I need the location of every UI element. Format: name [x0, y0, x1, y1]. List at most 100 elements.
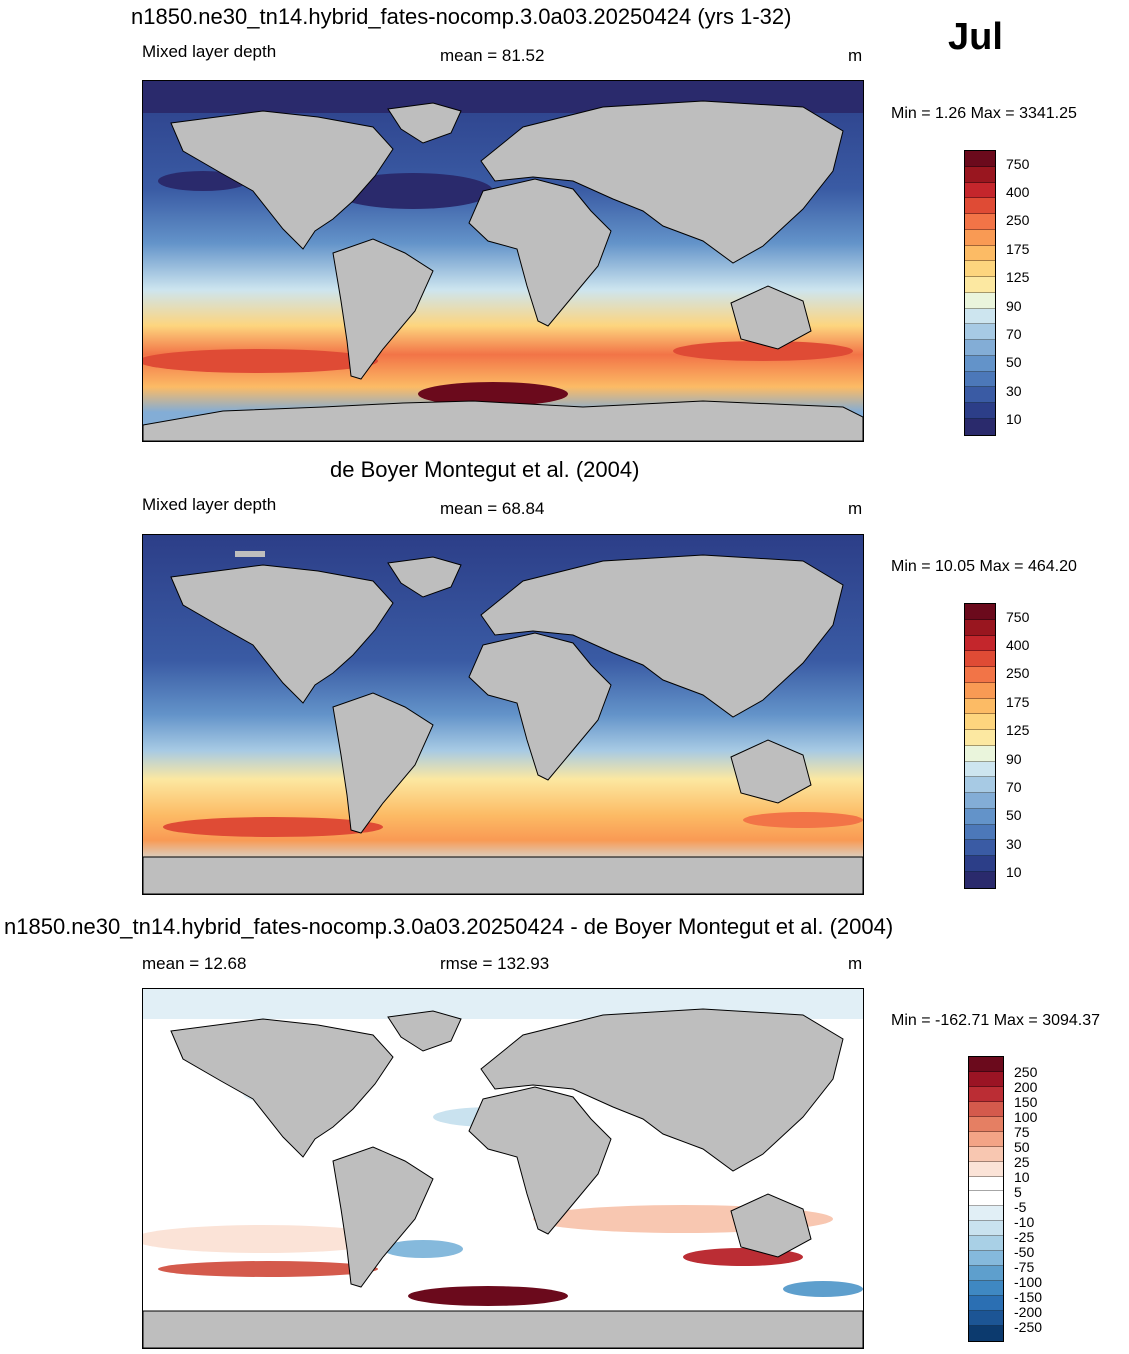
colorbar-diff-label: -100 [1014, 1274, 1043, 1290]
colorbar-diff-label: -150 [1014, 1289, 1043, 1305]
panel-rmse-diff: rmse = 132.93 [440, 954, 550, 973]
colorbar-swatch [965, 308, 995, 325]
colorbar-swatch [969, 1191, 1003, 1207]
colorbar-swatch [965, 151, 995, 167]
colorbar-model-label: 90 [1006, 298, 1022, 314]
colorbar-diff-label: 25 [1014, 1154, 1030, 1170]
panel-title-model: n1850.ne30_tn14.hybrid_fates-nocomp.3.0a… [131, 4, 792, 29]
map-diff [142, 988, 864, 1349]
colorbar-swatch [965, 635, 995, 652]
colorbar-swatch [965, 667, 995, 683]
colorbar-swatch [965, 419, 995, 435]
colorbar-swatch [969, 1057, 1003, 1072]
colorbar-swatch [969, 1236, 1003, 1252]
colorbar-swatch [965, 355, 995, 372]
panel-title-diff: n1850.ne30_tn14.hybrid_fates-nocomp.3.0a… [4, 914, 894, 939]
panel-title-obs: de Boyer Montegut et al. (2004) [330, 457, 640, 482]
colorbar-swatch [969, 1221, 1003, 1237]
colorbar-model-label: 750 [1006, 156, 1030, 172]
colorbar-swatch [969, 1176, 1003, 1192]
map-obs-svg [143, 535, 863, 894]
colorbar-diff-label: -5 [1014, 1199, 1027, 1215]
panel-mean-model: mean = 81.52 [440, 46, 545, 65]
colorbar-swatch [965, 229, 995, 246]
colorbar-model-label: 400 [1006, 184, 1030, 200]
map-model-svg [143, 81, 863, 441]
colorbar-swatch [969, 1251, 1003, 1267]
colorbar-diff-label: 100 [1014, 1109, 1038, 1125]
colorbar-swatch [969, 1296, 1003, 1311]
month-label: Jul [948, 16, 1003, 58]
colorbar-obs-swatches [964, 603, 996, 889]
colorbar-obs-label: 70 [1006, 779, 1022, 795]
colorbar-swatch [969, 1071, 1003, 1087]
colorbar-swatch [965, 761, 995, 778]
colorbar-swatch [965, 371, 995, 388]
colorbar-swatch [965, 604, 995, 620]
panel-minmax-diff: Min = -162.71 Max = 3094.37 [891, 1012, 1101, 1029]
panel-units-diff: m [848, 954, 863, 973]
colorbar-swatch [965, 808, 995, 825]
colorbar-swatch [965, 324, 995, 341]
colorbar-diff-swatches [968, 1056, 1004, 1342]
colorbar-swatch [965, 698, 995, 715]
colorbar-swatch [965, 340, 995, 356]
colorbar-obs-label: 50 [1006, 807, 1022, 823]
colorbar-swatch [969, 1310, 1003, 1326]
colorbar-diff-label: -10 [1014, 1214, 1035, 1230]
colorbar-swatch [965, 619, 995, 636]
map-diff-svg [143, 989, 863, 1348]
panel-left-label-model: Mixed layer depth [142, 42, 277, 61]
colorbar-swatch [965, 682, 995, 699]
colorbar-swatch [965, 198, 995, 215]
colorbar-swatch [969, 1116, 1003, 1132]
colorbar-diff-label: 75 [1014, 1124, 1030, 1140]
colorbar-model-label: 10 [1006, 411, 1022, 427]
colorbar-swatch [969, 1101, 1003, 1117]
panel-mean-obs: mean = 68.84 [440, 499, 545, 518]
colorbar-obs-label: 250 [1006, 665, 1030, 681]
colorbar-obs-label: 175 [1006, 694, 1030, 710]
colorbar-diff-label: 10 [1014, 1169, 1030, 1185]
colorbar-obs: 750 400 250 175 125 90 70 50 30 10 [964, 603, 1030, 889]
colorbar-obs-label: 400 [1006, 637, 1030, 653]
colorbar-swatch [969, 1086, 1003, 1102]
colorbar-diff-label: -75 [1014, 1259, 1035, 1275]
colorbar-swatch [965, 277, 995, 293]
colorbar-swatch [965, 730, 995, 746]
colorbar-obs-label: 90 [1006, 751, 1022, 767]
colorbar-diff-label: -200 [1014, 1304, 1043, 1320]
colorbar-swatch [965, 182, 995, 199]
colorbar-diff-label: -50 [1014, 1244, 1035, 1260]
colorbar-diff-label: -25 [1014, 1229, 1035, 1245]
colorbar-model-label: 30 [1006, 383, 1022, 399]
colorbar-diff-label: 200 [1014, 1079, 1038, 1095]
colorbar-model-swatches [964, 150, 996, 436]
colorbar-model-label: 175 [1006, 241, 1030, 257]
colorbar-swatch [965, 856, 995, 873]
colorbar-swatch [969, 1131, 1003, 1147]
colorbar-diff-label: -250 [1014, 1319, 1043, 1335]
colorbar-swatch [969, 1266, 1003, 1282]
colorbar-swatch [965, 651, 995, 668]
colorbar-diff-label: 150 [1014, 1094, 1038, 1110]
colorbar-swatch [969, 1325, 1003, 1341]
colorbar-diff-label: 5 [1014, 1184, 1022, 1200]
colorbar-swatch [965, 261, 995, 278]
colorbar-diff: 250 200 150 100 75 50 25 10 5 -5 -10 -25… [968, 1056, 1042, 1342]
colorbar-obs-label: 30 [1006, 836, 1022, 852]
colorbar-swatch [965, 745, 995, 762]
colorbar-swatch [965, 245, 995, 262]
colorbar-model-label: 125 [1006, 269, 1030, 285]
map-obs [142, 534, 864, 895]
colorbar-swatch [965, 793, 995, 809]
panel-units-obs: m [848, 499, 863, 518]
colorbar-swatch [965, 840, 995, 857]
panel-units-model: m [848, 46, 863, 65]
colorbar-obs-label: 125 [1006, 722, 1030, 738]
colorbar-diff-label: 250 [1014, 1064, 1038, 1080]
colorbar-model-label: 70 [1006, 326, 1022, 342]
map-model [142, 80, 864, 442]
colorbar-swatch [965, 824, 995, 841]
colorbar-swatch [969, 1161, 1003, 1177]
